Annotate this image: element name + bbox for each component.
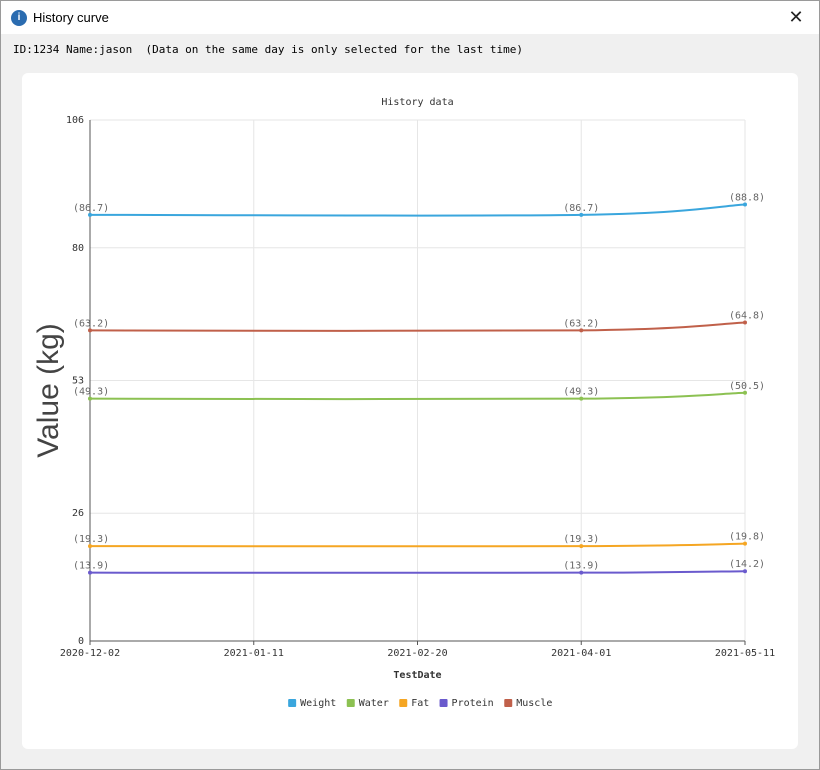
legend-swatch-fat[interactable] [399,699,408,707]
window-title: History curve [33,10,109,25]
data-point[interactable] [88,396,92,401]
series-line-water [89,391,746,401]
data-point[interactable] [88,570,92,575]
user-info-text: ID:1234 Name:jason (Data on the same day… [13,43,523,56]
close-button[interactable]: ✕ [773,1,819,34]
data-point[interactable] [579,396,584,401]
series-line-protein [89,570,746,574]
data-point[interactable] [88,544,92,549]
history-chart: History data 0 26 53 80 106 2020-12-02 2021-01-… [32,97,775,709]
app-info-icon: i [11,9,27,26]
y-tick-label: 26 [72,508,84,519]
data-point[interactable] [579,212,584,217]
data-label: (13.9) [563,561,599,572]
y-tick-label: 106 [66,115,84,126]
data-label: (88.8) [729,193,765,204]
data-label: (19.3) [563,534,599,545]
data-point[interactable] [743,390,747,395]
legend-label-fat: Fat [411,698,429,709]
data-point[interactable] [579,544,584,549]
x-tick-label: 2021-01-11 [224,648,284,659]
data-point[interactable] [88,212,92,217]
data-point[interactable] [743,541,747,546]
title-bar: i History curve ✕ [1,1,819,34]
data-point[interactable] [579,570,584,575]
x-tick-label: 2021-05-11 [715,648,775,659]
x-axis-label: TestDate [393,670,441,681]
data-label: (14.2) [729,559,765,570]
data-label: (64.8) [729,311,765,322]
legend-swatch-weight[interactable] [288,699,297,707]
x-tick-label: 2021-04-01 [551,648,611,659]
chart-panel: History data 0 26 53 80 106 2020-12-02 2021-01-… [22,73,798,749]
data-label: (86.7) [563,203,599,214]
data-point[interactable] [579,328,584,333]
data-label: (63.2) [73,318,109,329]
y-tick-label: 0 [78,636,84,647]
close-icon: ✕ [788,7,804,27]
series-line-weight [89,203,746,217]
legend-label-protein: Protein [452,698,494,709]
legend-swatch-protein[interactable] [439,699,448,707]
legend-swatch-water[interactable] [346,699,355,707]
data-label: (63.2) [563,318,599,329]
data-point[interactable] [743,202,747,207]
y-tick-label: 80 [72,243,84,254]
data-label: (50.5) [729,381,765,392]
legend-label-muscle: Muscle [516,698,552,709]
legend-swatch-muscle[interactable] [504,699,513,707]
y-tick-label: 53 [72,376,84,387]
legend-label-water: Water [359,698,389,709]
data-point[interactable] [743,569,747,574]
series-line-muscle [89,321,746,332]
x-tick-label: 2020-12-02 [60,648,120,659]
data-label: (19.3) [73,534,109,545]
legend-label-weight: Weight [300,698,336,709]
data-point[interactable] [88,328,92,333]
y-axis-label: Value (kg) [32,323,65,458]
data-label: (49.3) [563,387,599,398]
series-line-fat [89,542,746,548]
data-label: (86.7) [73,203,109,214]
chart-title: History data [381,97,453,108]
data-label: (19.8) [729,532,765,543]
data-label: (49.3) [73,387,109,398]
data-label: (13.9) [73,561,109,572]
data-point[interactable] [743,320,747,325]
x-tick-label: 2021-02-20 [387,648,447,659]
